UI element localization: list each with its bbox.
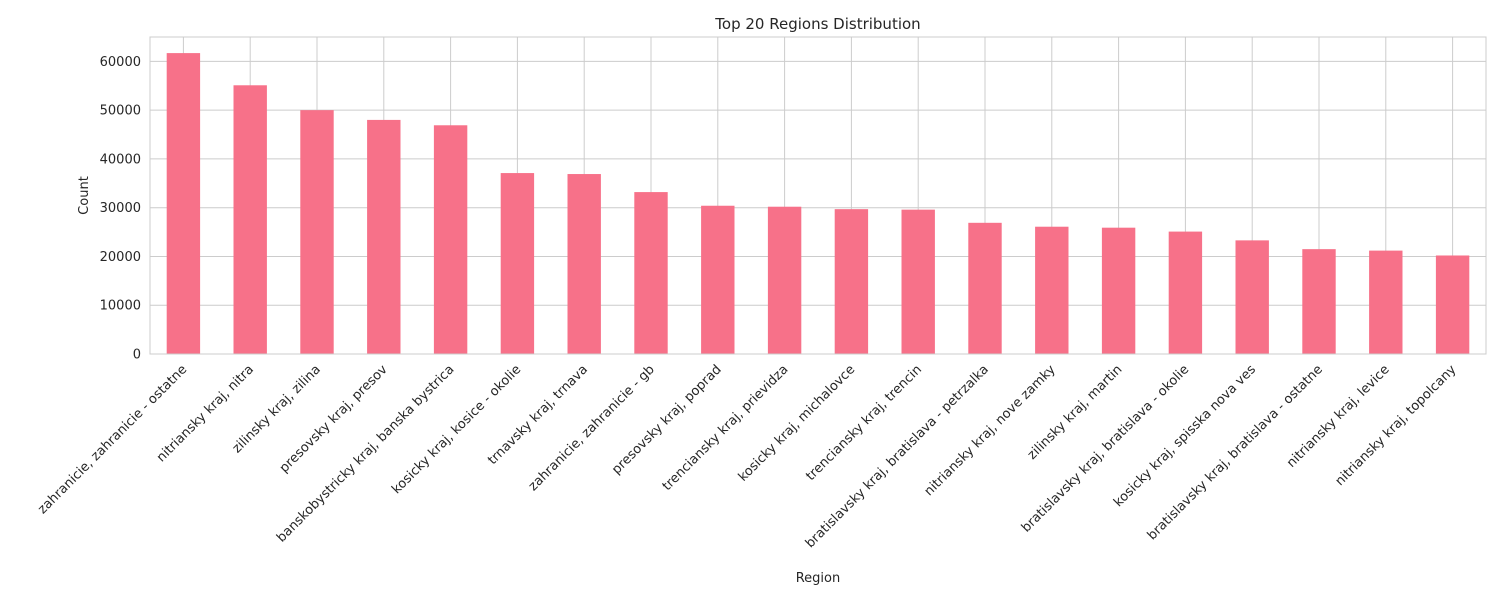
x-tick-label: zahranicie, zahranicie - gb xyxy=(526,362,658,494)
y-tick-label: 30000 xyxy=(100,201,141,216)
bar xyxy=(433,125,468,354)
x-tick-label: presovsky kraj, presov xyxy=(277,362,391,476)
x-axis-label: Region xyxy=(796,571,841,586)
x-tick-label: kosicky kraj, michalovce xyxy=(736,362,858,484)
plot-frame xyxy=(149,36,1487,355)
bar xyxy=(634,192,668,354)
y-tick-label: 20000 xyxy=(100,250,141,265)
bar xyxy=(968,222,1002,354)
y-tick-labels: 0 10000 20000 30000 40000 50000 60000 xyxy=(100,55,141,363)
x-tick-label: zahranicie, zahranicie - ostatne xyxy=(35,362,190,517)
y-tick-label: 50000 xyxy=(100,104,141,119)
x-tick-label: nitriansky kraj, topolcany xyxy=(1333,362,1460,489)
bar xyxy=(1302,249,1336,354)
bar xyxy=(166,53,201,355)
y-tick-label: 0 xyxy=(133,348,141,363)
x-tick-label: nitriansky kraj, nove zamky xyxy=(922,362,1059,499)
bar xyxy=(567,174,601,354)
x-tick-label: kosicky kraj, kosice - okolie xyxy=(389,362,524,497)
bar xyxy=(701,205,735,354)
bar xyxy=(367,119,401,355)
bar xyxy=(1369,250,1403,354)
y-tick-label: 40000 xyxy=(100,152,141,167)
bar xyxy=(1168,231,1203,354)
grid-lines xyxy=(150,37,1486,355)
x-tick-label: kosicky kraj, spisska nova ves xyxy=(1111,362,1259,510)
y-tick-label: 60000 xyxy=(100,55,141,70)
x-tick-labels: zahranicie, zahranicie - ostatne nitrians… xyxy=(35,362,1459,551)
bar xyxy=(1101,227,1136,354)
x-tick-label: presovsky kraj, poprad xyxy=(609,362,724,477)
chart-title: Top 20 Regions Distribution xyxy=(714,15,920,33)
bar xyxy=(233,85,267,354)
bar xyxy=(300,110,334,355)
bars xyxy=(166,53,1470,355)
bar xyxy=(1435,255,1470,354)
bar xyxy=(834,209,869,354)
bar xyxy=(1035,226,1069,354)
x-tick-label: trenciansky kraj, trencin xyxy=(803,362,925,484)
x-tick-label: trenciansky kraj, prievidza xyxy=(660,362,792,494)
bar xyxy=(500,173,535,354)
y-axis-label: Count xyxy=(77,176,92,215)
bar xyxy=(767,206,802,354)
bar xyxy=(901,209,935,354)
bar xyxy=(1235,240,1269,354)
y-tick-label: 10000 xyxy=(100,299,141,314)
